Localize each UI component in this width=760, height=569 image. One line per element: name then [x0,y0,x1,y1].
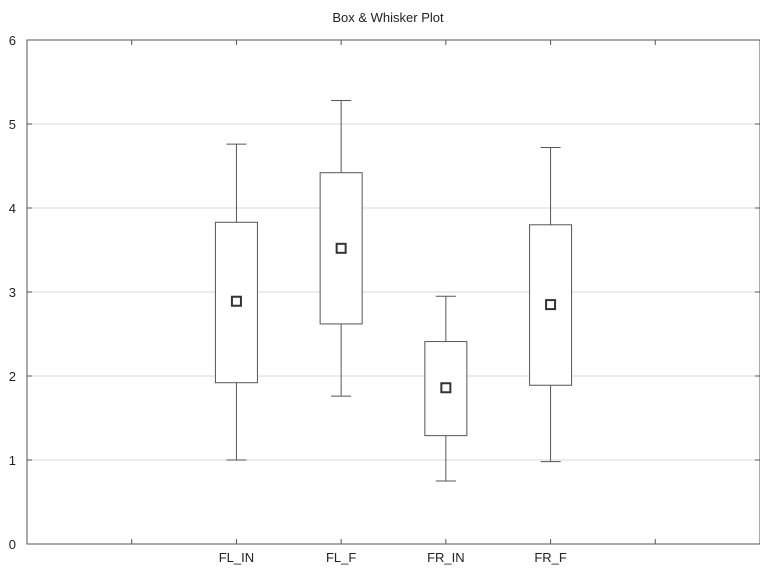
box-series [214,99,573,482]
y-tick-label-0: 0 [9,537,16,552]
y-tick-label-6: 6 [9,33,16,48]
chart-title: Box & Whisker Plot [332,10,444,25]
box-group-fl-in [214,143,258,461]
box-group-fr-in [424,295,468,482]
y-tick-label-4: 4 [9,201,16,216]
x-category-label: FR_IN [427,550,465,565]
y-tick-label-3: 3 [9,285,16,300]
x-category-label: FL_F [326,550,356,565]
y-tick-label-2: 2 [9,369,16,384]
y-tick-label-1: 1 [9,453,16,468]
box-group-fr-f [529,147,573,463]
center-marker [440,382,452,394]
x-axis-ticks: FL_IN FL_F FR_IN FR_F [131,40,656,565]
plot-frame [26,39,760,545]
grid-lines [27,123,760,461]
y-tick-label-5: 5 [9,117,16,132]
center-marker [545,299,557,311]
box-group-fl-f [319,99,363,397]
center-marker [230,295,242,307]
center-marker [335,242,347,254]
x-category-label: FR_F [534,550,567,565]
x-category-label: FL_IN [219,550,254,565]
